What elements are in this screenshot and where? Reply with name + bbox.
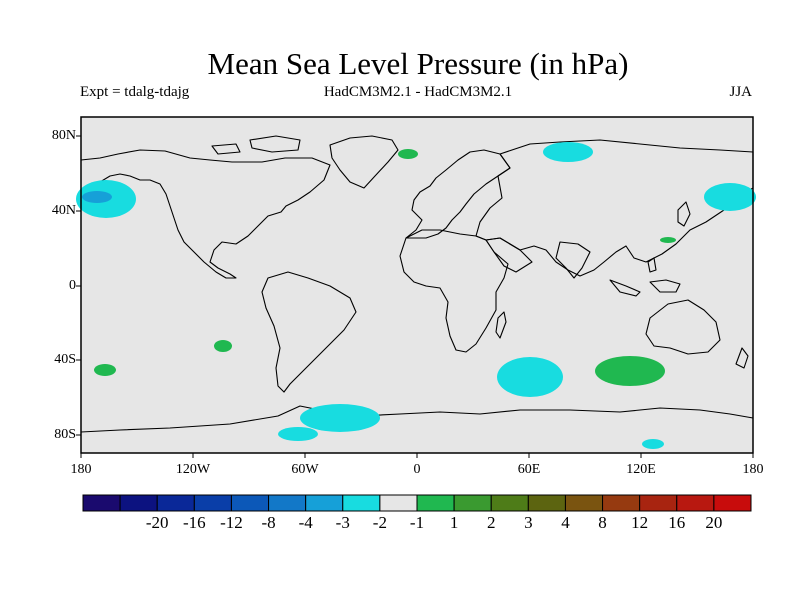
colorbar-label: -4	[298, 513, 313, 532]
colorbar-label: 1	[449, 513, 459, 532]
colorbar-box	[379, 494, 418, 512]
anomaly-arctic-atlantic	[398, 149, 418, 159]
colorbar-box	[490, 494, 529, 512]
lat-label-80s: 80S	[54, 427, 76, 442]
colorbar-label: 3	[524, 513, 533, 532]
colorbar-box	[193, 494, 232, 512]
coastlines	[80, 135, 754, 433]
colorbar-label: -8	[261, 513, 276, 532]
colorbar-label: -1	[409, 513, 425, 532]
colorbar-box	[527, 494, 566, 512]
anomaly-south-pacific	[214, 340, 232, 352]
colorbar-label: 16	[668, 513, 686, 532]
colorbar-label: -2	[372, 513, 387, 532]
experiment-label: Expt = tdalg-tdajg	[80, 84, 190, 100]
colorbar-box	[453, 494, 492, 512]
colorbar-box	[305, 494, 344, 512]
lat-label-80n: 80N	[51, 128, 76, 143]
axis-ticks	[76, 135, 754, 458]
anomaly-weddell	[300, 404, 380, 432]
colorbar-box	[602, 494, 641, 512]
colorbar-box	[230, 494, 270, 512]
season-label: JJA	[729, 84, 752, 100]
colorbar-box	[82, 494, 121, 512]
colorbar-label: 8	[598, 513, 607, 532]
lon-label-120e: 120E	[626, 462, 656, 477]
anomaly-south-atlantic	[497, 357, 563, 397]
anomaly-north-pacific-core	[82, 191, 112, 203]
lon-label-180e: 180	[742, 462, 764, 477]
anomaly-arctic-siberia	[543, 142, 593, 162]
anomaly-ross-sea	[642, 439, 664, 449]
models-label: HadCM3M2.1 - HadCM3M2.1	[323, 84, 513, 100]
colorbar-box	[268, 494, 307, 512]
colorbar-label: 12	[631, 513, 649, 532]
lat-label-0: 0	[69, 278, 76, 293]
colorbar-label: -3	[335, 513, 350, 532]
colorbar-box	[156, 494, 195, 512]
lat-label-40n: 40N	[51, 203, 76, 218]
colorbar	[82, 494, 752, 512]
chart-title: Mean Sea Level Pressure (in hPa)	[207, 46, 629, 81]
lon-label-60w: 60W	[291, 462, 319, 477]
colorbar-label: -12	[220, 513, 243, 532]
colorbar-box	[416, 494, 455, 512]
colorbar-label: 2	[486, 513, 496, 532]
colorbar-box	[119, 494, 158, 512]
anomaly-contours	[76, 142, 756, 449]
colorbar-label: -16	[182, 513, 206, 532]
colorbar-label: 4	[561, 513, 570, 532]
lon-label-120w: 120W	[175, 462, 211, 477]
colorbar-box	[639, 494, 678, 512]
lon-label-60e: 60E	[517, 462, 541, 477]
anomaly-nw-pacific	[704, 183, 756, 211]
anomaly-southern-indian	[595, 356, 665, 386]
colorbar-label: 20	[705, 513, 723, 532]
anomaly-antarctic-peninsula	[278, 427, 318, 441]
anomaly-east-asia	[660, 237, 676, 243]
colorbar-box	[713, 494, 752, 512]
lat-label-40s: 40S	[54, 352, 76, 367]
colorbar-label: -20	[145, 513, 169, 532]
lon-label-180w: 180	[70, 462, 92, 477]
colorbar-box	[676, 494, 715, 512]
colorbar-box	[342, 494, 381, 512]
lon-label-0: 0	[413, 462, 421, 477]
anomaly-south-pacific-west	[94, 364, 116, 376]
map-background	[81, 117, 753, 453]
colorbar-box	[564, 494, 604, 512]
